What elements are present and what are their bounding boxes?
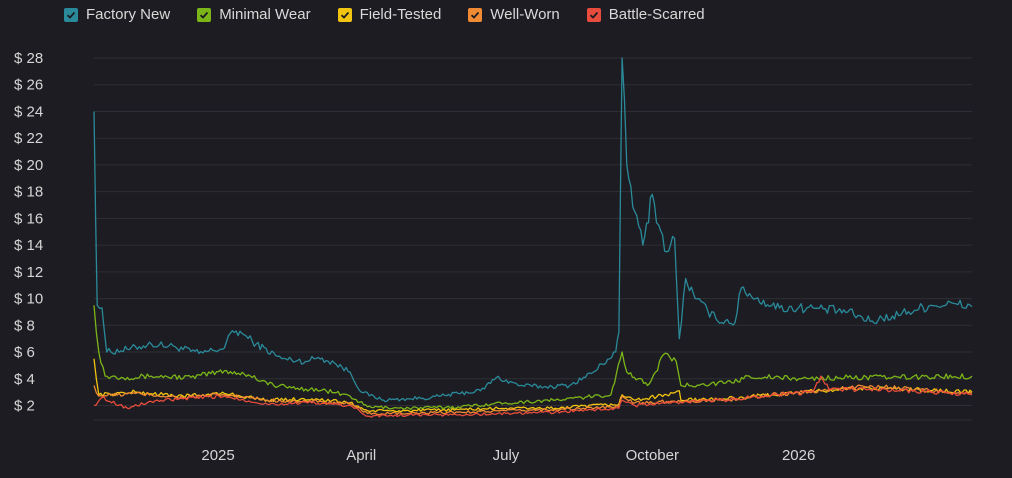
y-tick-label: $ 4 <box>14 371 35 388</box>
legend-item-battle-scarred[interactable]: Battle-Scarred <box>586 6 705 23</box>
y-tick-label: $ 10 <box>14 291 43 308</box>
y-tick-label: $ 20 <box>14 157 43 174</box>
x-tick-label: October <box>626 447 679 464</box>
checkbox-checked-icon[interactable] <box>337 7 352 22</box>
x-tick-label: April <box>346 447 376 464</box>
x-tick-label: July <box>493 447 520 464</box>
checkbox-checked-icon[interactable] <box>586 7 601 22</box>
y-tick-label: $ 24 <box>14 103 43 120</box>
legend-label: Factory New <box>86 6 171 23</box>
series-line-field-tested <box>93 358 973 413</box>
legend-item-well-worn[interactable]: Well-Worn <box>468 6 560 23</box>
y-tick-label: $ 22 <box>14 130 43 147</box>
legend-item-field-tested[interactable]: Field-Tested <box>337 6 442 23</box>
checkbox-checked-icon[interactable] <box>197 7 212 22</box>
y-tick-label: $ 8 <box>14 317 35 334</box>
y-tick-label: $ 12 <box>14 264 43 281</box>
x-tick-label: 2025 <box>201 447 234 464</box>
y-tick-label: $ 14 <box>14 237 43 254</box>
y-tick-label: $ 18 <box>14 184 43 201</box>
series-line-well-worn <box>93 384 973 416</box>
y-tick-label: $ 2 <box>14 398 35 415</box>
checkbox-checked-icon[interactable] <box>64 7 78 22</box>
y-tick-label: $ 26 <box>14 77 43 94</box>
x-tick-label: 2026 <box>782 447 815 464</box>
legend-label: Well-Worn <box>490 6 560 23</box>
legend-label: Field-Tested <box>359 6 442 23</box>
y-tick-label: $ 16 <box>14 210 43 227</box>
series-line-factory-new <box>93 57 973 403</box>
y-tick-label: $ 28 <box>14 50 43 67</box>
series-line-minimal-wear <box>93 305 973 411</box>
checkbox-checked-icon[interactable] <box>468 7 483 22</box>
series-line-battle-scarred <box>93 375 973 418</box>
legend-label: Minimal Wear <box>219 6 311 23</box>
y-tick-label: $ 6 <box>14 344 35 361</box>
legend-item-minimal-wear[interactable]: Minimal Wear <box>197 6 311 23</box>
legend-item-factory-new[interactable]: Factory New <box>64 6 170 23</box>
legend-label: Battle-Scarred <box>608 6 705 23</box>
chart-legend: Factory New Minimal Wear Field-Tested Well-… <box>64 6 732 23</box>
